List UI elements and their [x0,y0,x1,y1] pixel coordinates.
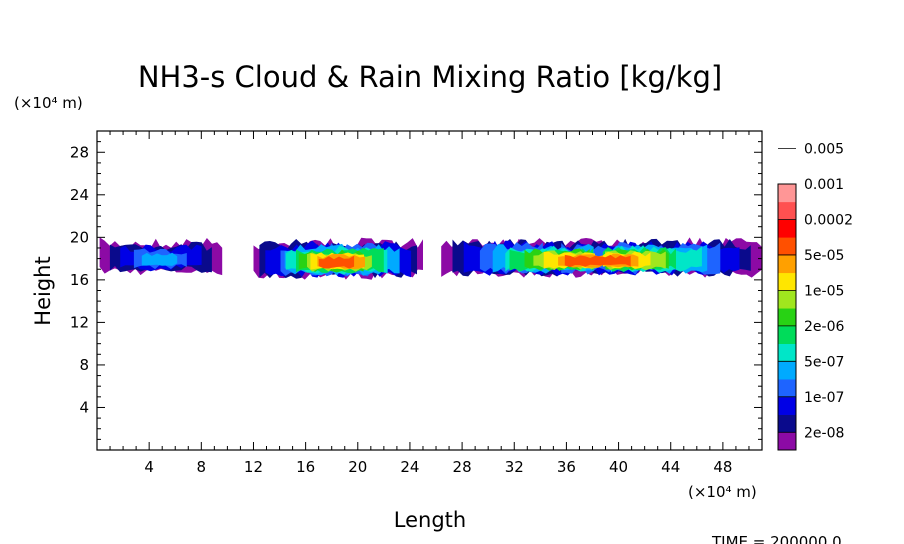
x-tick-label: 32 [505,458,524,476]
colorbar-swatch [778,184,796,203]
colorbar-swatch [778,272,796,291]
colorbar-swatch [778,254,796,274]
colorbar-swatch [778,361,796,380]
x-tick-label: 44 [661,458,680,476]
colorbar-swatch [778,414,796,433]
colorbar-label: 2e-08 [804,425,844,441]
cloud-contour [564,254,631,268]
y-tick-label: 20 [70,228,89,246]
x-axis-unit: (×10⁴ m) [688,483,757,501]
y-tick-label: 4 [79,398,89,416]
x-tick-label: 24 [400,458,419,476]
x-axis-label: Length [394,508,466,532]
cloud-field [99,237,762,280]
y-tick-label: 24 [70,186,89,204]
x-tick-label: 48 [713,458,732,476]
colorbar-swatch [778,396,796,415]
colorbar-label: 1e-05 [804,283,844,299]
colorbar-swatch [778,219,796,238]
colorbar-swatch [778,325,796,344]
time-label: TIME = 200000.0 [711,533,842,544]
colorbar-swatch [778,343,796,362]
x-tick-label: 16 [296,458,315,476]
colorbar: 2e-08 1e-07 5e-07 2e-06 1e-05 5e-05 0.0002 0.00… [777,142,853,451]
colorbar-swatch [778,290,796,309]
chart-title: NH3-s Cloud & Rain Mixing Ratio [kg/kg] [138,60,722,94]
y-axis-unit: (×10⁴ m) [14,94,83,112]
colorbar-label: 0.0002 [804,212,853,228]
colorbar-swatch [778,308,796,327]
cloud-contour [141,252,178,266]
colorbar-label: 0.005 [804,142,844,158]
y-tick-label: 28 [70,143,89,161]
x-axis-ticks: 4 8 12 16 20 24 28 32 36 40 44 48 [109,131,750,476]
colorbar-label: 2e-06 [804,319,844,335]
colorbar-swatch [778,432,796,451]
x-tick-label: 28 [453,458,472,476]
cloud-contour [318,255,355,269]
x-tick-label: 40 [609,458,628,476]
colorbar-swatch [778,237,796,256]
colorbar-swatch [778,201,796,220]
y-tick-label: 8 [79,356,89,374]
colorbar-label: 0.001 [804,177,844,193]
y-axis-ticks: 4 8 12 16 20 24 28 [70,141,762,440]
x-tick-label: 8 [197,458,207,476]
x-tick-label: 20 [348,458,367,476]
x-tick-label: 12 [244,458,263,476]
colorbar-label: 1e-07 [804,390,844,406]
y-tick-label: 12 [70,313,89,331]
y-axis-label: Height [31,256,55,325]
colorbar-label: 5e-05 [804,248,844,264]
x-tick-label: 36 [557,458,576,476]
x-tick-label: 4 [144,458,154,476]
y-tick-label: 16 [70,271,89,289]
colorbar-swatch [778,379,796,398]
plot-frame [96,130,763,451]
colorbar-label: 5e-07 [804,354,844,370]
